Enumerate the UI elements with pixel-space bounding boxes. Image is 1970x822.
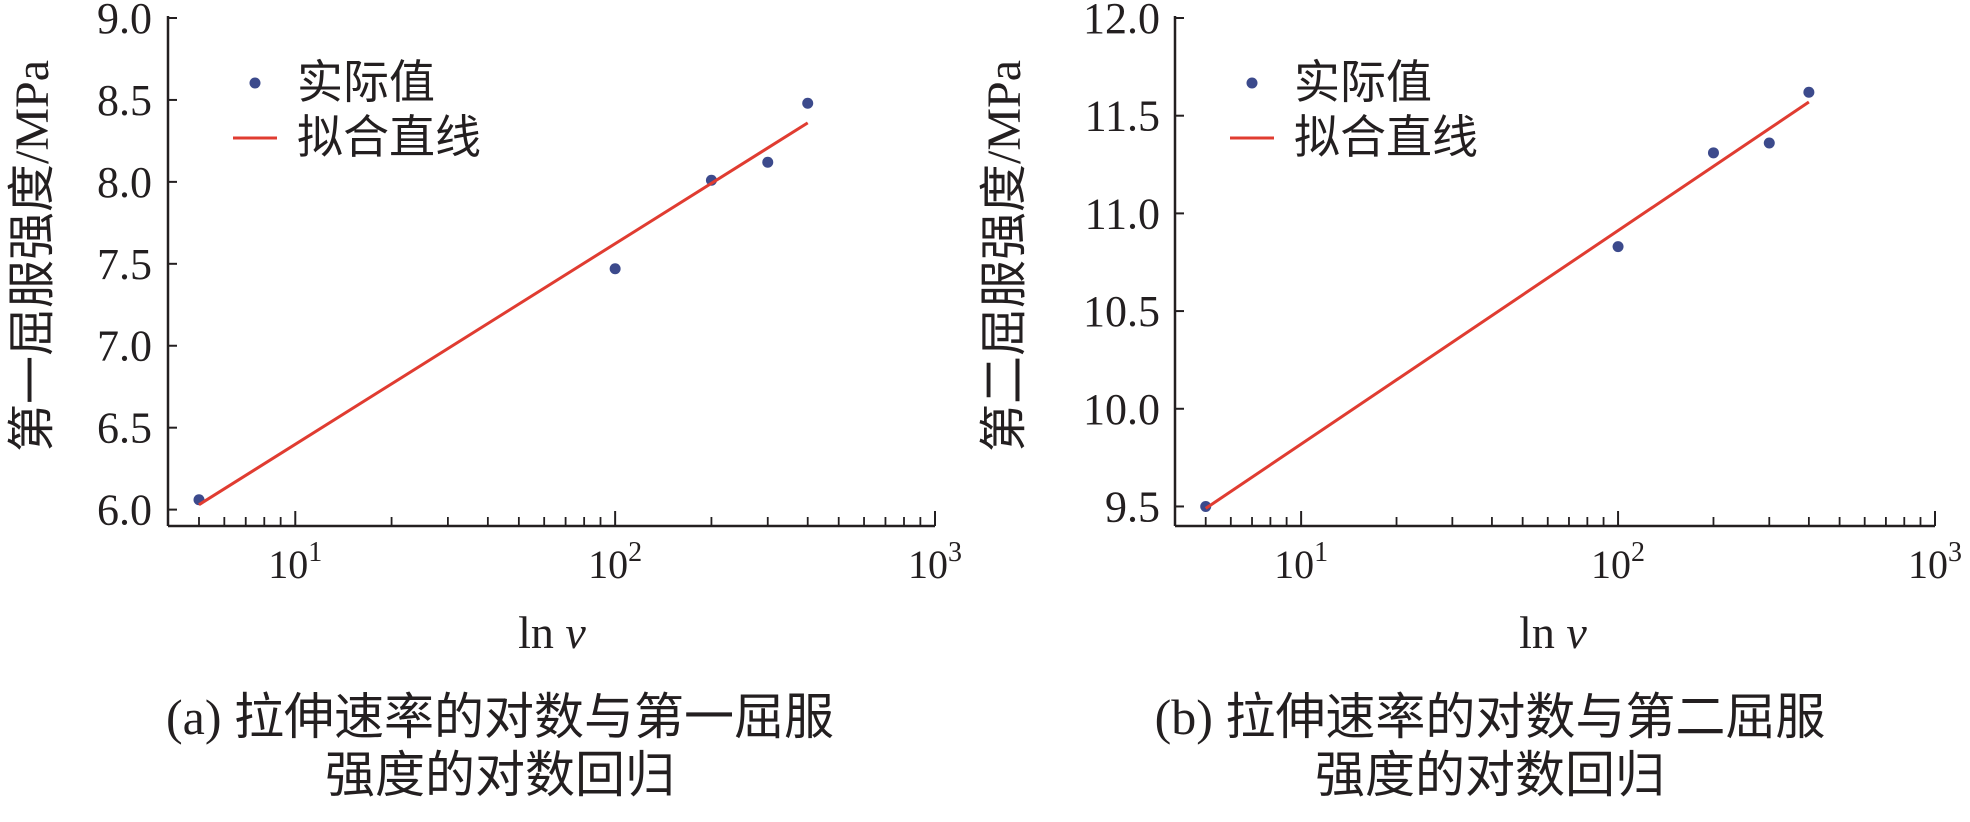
y-tick-label: 6.0 [97,486,152,535]
x-tick-label: 102 [588,537,642,587]
y-tick-label: 11.5 [1085,92,1160,141]
caption-a-line-2: 强度的对数回归 [325,747,675,803]
x-tick-label-exponent: 3 [1948,537,1962,568]
data-point [762,156,774,168]
y-tick-label: 8.0 [97,158,152,207]
y-tick-label: 10.5 [1083,287,1160,336]
y-axis-label: 第一屈服强度/MPa [6,60,59,452]
data-point [1200,500,1212,512]
legend-marker-points [1246,77,1258,89]
x-tick-label: 103 [908,537,962,587]
x-tick-label: 102 [1591,537,1645,587]
x-axis-label: ln v [518,607,586,658]
caption-b-line-1: (b) 拉伸速率的对数与第二屈服 [1154,689,1826,745]
x-tick-label: 101 [268,537,322,587]
x-tick-label-base: 10 [1591,542,1631,587]
caption-a: (a) 拉伸速率的对数与第一屈服 强度的对数回归 [60,688,940,804]
caption-b-line-2: 强度的对数回归 [1315,747,1665,803]
y-tick-label: 9.5 [1105,482,1160,531]
caption-b: (b) 拉伸速率的对数与第二屈服 强度的对数回归 [1040,688,1940,804]
data-point [802,97,814,109]
y-tick-label: 7.0 [97,322,152,371]
x-tick-label-exponent: 1 [1314,537,1328,568]
fit-line [1204,100,1810,510]
y-axis-label: 第二屈服强度/MPa [978,60,1031,452]
legend-label-points: 实际值 [297,57,435,108]
x-tick-label-base: 10 [1908,542,1948,587]
x-tick-label: 103 [1908,537,1962,587]
x-tick-label-exponent: 3 [948,537,962,568]
x-tick-label-exponent: 1 [308,537,322,568]
y-tick-label: 8.5 [97,76,152,125]
data-point [1803,86,1815,98]
y-tick-label: 7.5 [97,240,152,289]
data-point [1612,241,1624,253]
x-tick-label-exponent: 2 [628,537,642,568]
x-tick-label: 101 [1274,537,1328,587]
fit-line [198,121,809,506]
x-tick-label-base: 10 [908,542,948,587]
data-point [609,263,621,275]
x-axis-label-var: v [565,607,586,658]
data-point [1763,137,1775,149]
y-tick-label: 6.5 [97,404,152,453]
caption-a-line-1: (a) 拉伸速率的对数与第一屈服 [166,689,834,745]
y-tick-label: 9.0 [97,0,152,43]
y-tick-label: 11.0 [1085,189,1160,238]
legend-label-line: 拟合直线 [1294,112,1478,163]
x-tick-label-base: 10 [1274,542,1314,587]
data-point [1707,147,1719,159]
x-axis-label: ln v [1519,607,1587,658]
x-tick-label-exponent: 2 [1631,537,1645,568]
x-tick-label-base: 10 [268,542,308,587]
legend-label-line: 拟合直线 [297,112,481,163]
x-axis-label-fn: ln [1519,607,1566,658]
x-axis-label-fn: ln [518,607,565,658]
legend-label-points: 实际值 [1294,57,1432,108]
x-tick-label-base: 10 [588,542,628,587]
y-tick-label: 10.0 [1083,385,1160,434]
y-tick-label: 12.0 [1083,0,1160,43]
x-axis-label-var: v [1566,607,1587,658]
legend-marker-points [249,77,261,89]
